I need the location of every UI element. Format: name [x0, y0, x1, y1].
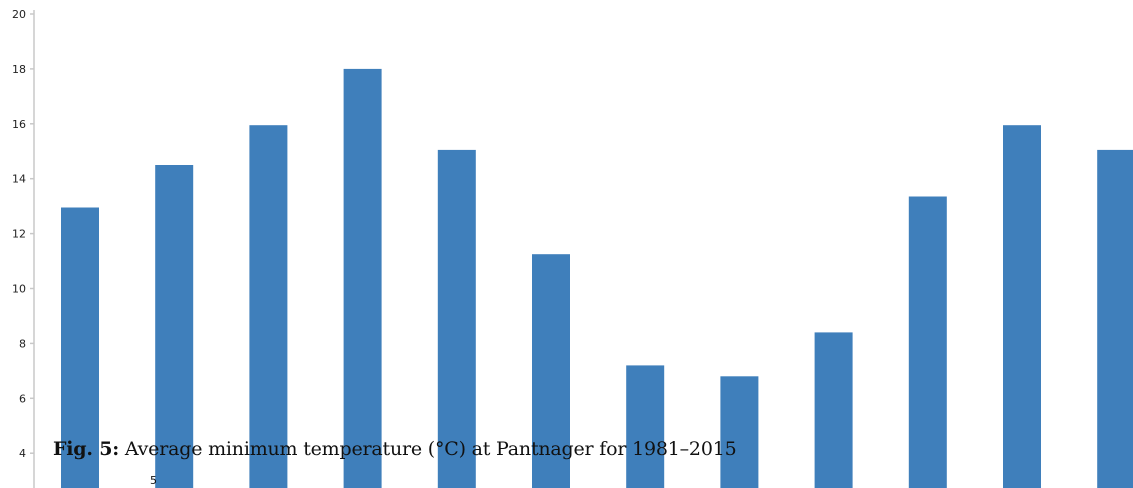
figure-caption: Fig. 5: Average minimum temperature (°C)…	[53, 438, 737, 460]
bar	[1003, 125, 1041, 488]
y-tick-label: 18	[12, 63, 26, 76]
bar	[249, 125, 288, 488]
y-tick-label: 14	[12, 173, 26, 186]
bar	[155, 165, 194, 488]
bar	[720, 376, 759, 488]
bar	[626, 365, 665, 488]
bar	[1097, 149, 1133, 488]
y-axis: 4 6 8 10 12 14 16 18 20	[12, 8, 35, 488]
bar	[814, 332, 853, 488]
bar	[532, 254, 570, 488]
y-tick-label: 6	[19, 392, 26, 405]
bar	[61, 207, 99, 488]
bar	[343, 68, 382, 488]
y-tick-label: 10	[12, 283, 26, 296]
page-number: 5	[150, 474, 157, 487]
y-tick-label: 16	[12, 118, 26, 131]
bar	[908, 196, 947, 488]
y-tick-label: 4	[19, 447, 26, 460]
figure-caption-text: Average minimum temperature (°C) at Pant…	[119, 438, 737, 460]
y-tick-label: 20	[12, 8, 26, 21]
y-tick-label: 12	[12, 228, 26, 241]
y-tick-label: 8	[19, 337, 26, 350]
bars	[61, 68, 1133, 488]
bar	[437, 149, 476, 488]
figure-label: Fig. 5:	[53, 438, 120, 460]
